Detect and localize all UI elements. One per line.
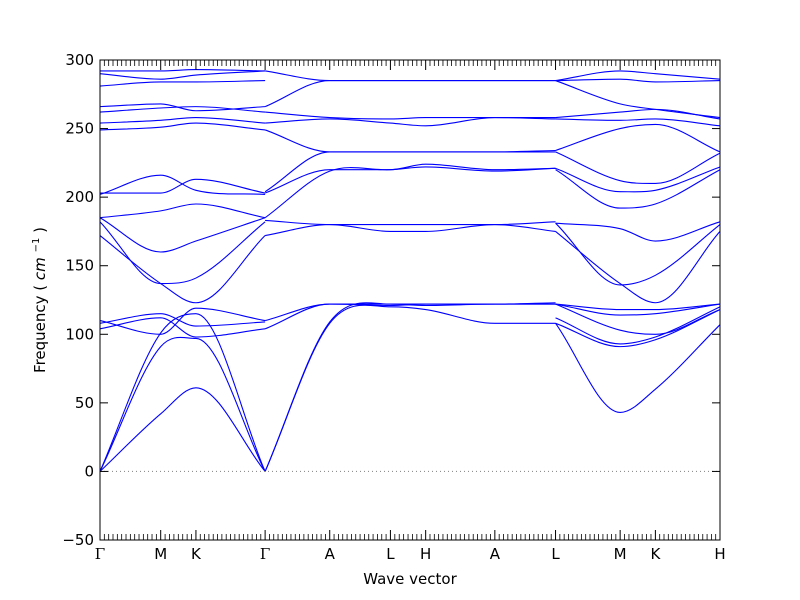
y-tick-label: 250 [65,120,94,138]
y-tick-label: 100 [65,325,94,343]
y-axis-label-open-paren: ( [31,285,49,291]
band-line-50 [555,70,721,82]
band-line-1 [99,336,266,472]
band-line-39 [555,231,721,304]
band-line-10 [99,174,266,195]
band-line-32 [265,70,556,82]
y-tick-label: −50 [62,531,94,549]
band-line-35 [555,306,721,345]
band-line-37 [555,303,721,316]
band-line-30 [265,111,556,120]
x-tick-label: L [551,545,560,563]
band-line-33 [555,322,721,414]
band-line-34 [555,309,721,348]
x-tick-label: Γ [95,545,105,563]
band-line-0 [99,387,266,472]
x-tick-label: K [650,545,661,563]
band-line-16 [99,80,266,87]
y-tick-label: 200 [65,188,94,206]
x-tick-label: M [154,545,167,563]
band-line-25 [264,166,556,219]
band-line-18 [99,69,266,72]
band-line-22 [264,302,556,322]
ticks-layer: −50 0 50 100 150 200 250 300 Γ M K Γ A L H A L M K H [62,51,725,563]
band-line-9 [99,203,266,219]
band-line-38 [555,303,721,311]
x-tick-label: M [614,545,627,563]
x-tick-label: H [714,545,725,563]
band-line-29 [265,117,556,127]
x-tick-label: K [191,545,202,563]
band-line-27 [264,151,556,193]
band-line-5 [99,307,266,335]
band-line-48 [555,80,721,119]
band-line-8 [99,217,266,253]
band-line-17 [99,70,266,80]
band-line-13 [99,117,266,124]
band-line-40 [555,222,721,286]
band-line-28 [264,129,556,153]
band-line-46 [555,118,721,127]
y-tick-label: 50 [75,394,94,412]
band-line-41 [555,221,721,242]
band-line-45 [555,123,721,153]
band-line-11 [100,178,266,194]
band-line-20 [264,302,556,472]
x-tick-label: Γ [260,545,270,563]
bands-layer [99,69,721,472]
band-line-12 [99,122,266,131]
plot-frame [99,59,721,541]
band-line-31 [264,80,556,108]
band-line-15 [99,103,266,112]
band-line-2 [99,313,266,472]
band-line-36 [555,303,721,335]
x-axis-label: Wave vector [363,570,457,588]
y-axis-label: Frequency ( cm −1 ) [25,227,49,373]
band-line-26 [264,163,556,194]
band-line-42 [555,169,721,209]
x-tick-label: A [325,545,336,563]
band-line-24 [265,219,556,226]
y-axis-label-unit: cm [31,257,49,280]
band-line-23 [265,224,556,237]
band-line-44 [555,151,721,184]
band-line-19 [264,304,556,472]
band-line-4 [99,313,266,327]
band-line-43 [555,166,721,193]
x-tick-label: L [386,545,395,563]
band-line-7 [99,221,266,285]
y-tick-label: 0 [84,462,94,480]
y-tick-label: 300 [65,51,94,69]
band-line-6 [99,235,266,304]
band-line-14 [99,106,266,113]
x-tick-label: H [420,545,431,563]
x-tick-label: A [490,545,501,563]
y-tick-label: 150 [65,257,94,275]
y-axis-label-unit-exp: −1 [31,238,42,253]
y-axis-label-close-paren: ) [31,227,49,233]
y-axis-label-text: Frequency [31,295,49,373]
band-line-3 [99,317,266,338]
band-line-49 [555,78,721,83]
